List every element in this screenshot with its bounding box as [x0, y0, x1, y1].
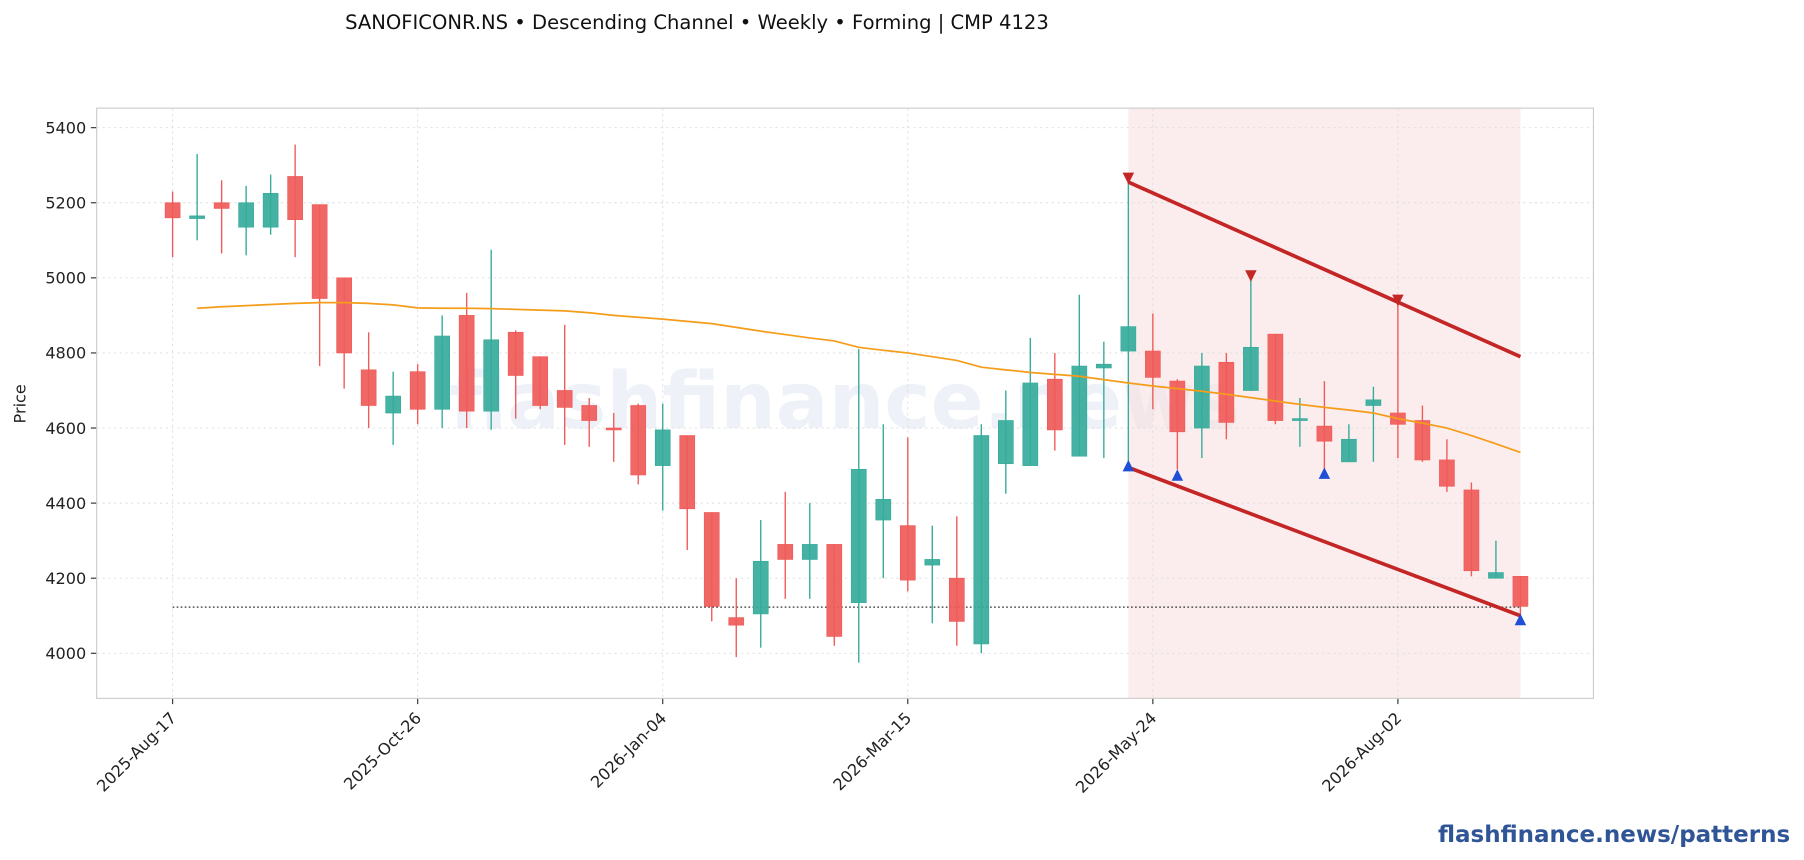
y-tick-label: 4400: [45, 494, 86, 513]
channel-line: [1127, 180, 1522, 359]
moving-average: [197, 301, 1521, 454]
candle-body: [1145, 350, 1161, 378]
y-tick-label: 5200: [45, 194, 86, 213]
candle-body: [1316, 425, 1333, 442]
candle-body: [556, 390, 573, 408]
chart-title: SANOFICONR.NS • Descending Channel • Wee…: [345, 11, 1049, 34]
trough-marker: [1318, 467, 1331, 479]
candle-body: [238, 202, 254, 228]
candle-body: [1022, 382, 1039, 466]
candle-body: [703, 512, 720, 607]
y-tick-label: 4800: [45, 344, 86, 363]
candle-body: [1169, 380, 1186, 433]
candle-body: [1046, 378, 1063, 431]
candle-body: [679, 435, 696, 510]
candle-body: [997, 420, 1014, 465]
candle-body: [581, 405, 598, 421]
candle-body: [164, 202, 181, 219]
trough-marker: [1514, 613, 1527, 626]
y-tick-label: 4000: [45, 644, 86, 663]
candle-body: [1267, 333, 1284, 421]
candle-body: [973, 435, 990, 645]
peak-marker: [1392, 294, 1404, 307]
trough-marker: [1122, 459, 1135, 472]
y-tick-label: 5400: [45, 118, 86, 137]
candle-body: [924, 559, 941, 566]
candle-body: [1341, 438, 1357, 463]
candle-body: [801, 544, 818, 560]
candle-body: [1218, 361, 1235, 423]
candle-body: [1512, 575, 1529, 607]
candle-body: [899, 525, 916, 581]
candle-body: [434, 335, 451, 410]
candle-body: [1243, 346, 1259, 391]
candle-body: [1488, 572, 1504, 579]
candle-body: [850, 468, 867, 603]
candle-body: [532, 356, 549, 406]
candle-body: [507, 331, 524, 376]
candle-body: [1071, 365, 1088, 457]
candle-body: [630, 405, 647, 476]
candle-body: [1120, 326, 1137, 352]
candle-body: [875, 499, 892, 521]
candle-body: [287, 176, 303, 221]
channel-line: [1127, 465, 1522, 618]
plot-frame: [96, 107, 1595, 699]
y-tick-label: 5000: [45, 269, 86, 288]
candle-body: [777, 544, 794, 560]
candle-body: [213, 202, 230, 209]
watermark: flashfinance.news: [449, 356, 1241, 447]
candle-body: [605, 427, 622, 431]
candle-body: [752, 560, 769, 615]
candle-body: [654, 429, 671, 466]
candle-body: [1414, 420, 1431, 461]
candle-body: [189, 215, 205, 219]
candle-body: [360, 369, 377, 406]
candle-body: [262, 193, 279, 228]
candle-body: [1194, 365, 1210, 429]
candle-body: [728, 617, 745, 626]
candle-body: [385, 395, 401, 414]
y-axis-label: Price: [10, 384, 29, 423]
y-tick-label: 4200: [45, 569, 86, 588]
candle-body: [336, 277, 352, 354]
y-tick-label: 4600: [45, 419, 86, 438]
candle-body: [458, 315, 475, 412]
candle-body: [1292, 418, 1308, 421]
candle-body: [409, 371, 426, 410]
peak-marker: [1245, 270, 1257, 282]
trough-marker: [1171, 469, 1184, 481]
footer: flashfinance.news/patterns: [1438, 822, 1790, 848]
candle-body: [1439, 459, 1455, 487]
candle-body: [1096, 363, 1112, 369]
peak-marker: [1122, 172, 1135, 185]
candle-body: [311, 204, 328, 299]
candle-body: [948, 577, 965, 622]
candle-body: [483, 339, 500, 412]
candle-body: [826, 544, 843, 637]
candle-body: [1365, 399, 1382, 406]
candle-body: [1463, 489, 1480, 572]
